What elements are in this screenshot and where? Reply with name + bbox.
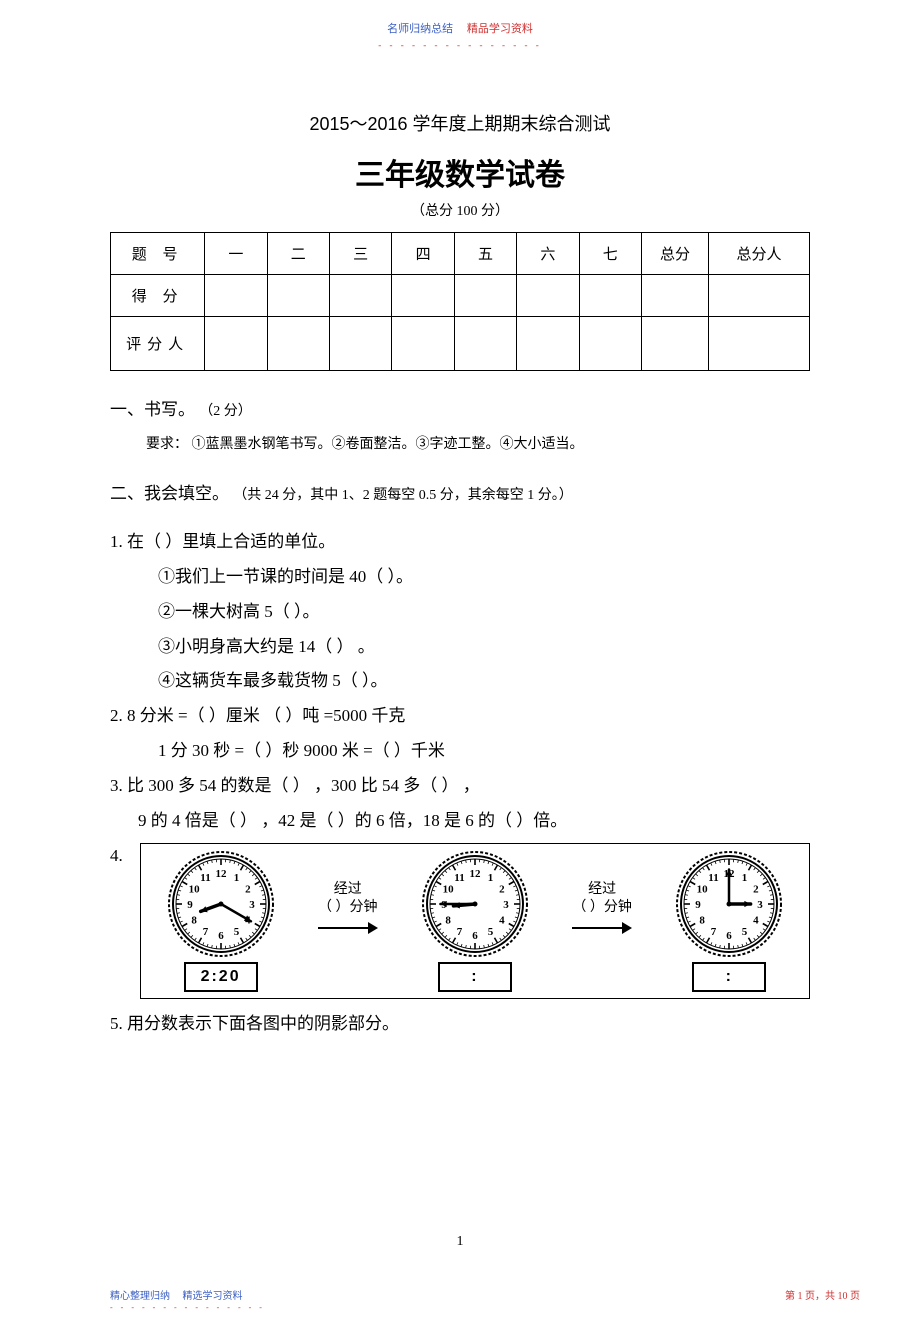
- arrow-1-min: （ ）分钟: [318, 896, 378, 916]
- sec1-points: （2 分）: [199, 404, 252, 419]
- svg-text:11: 11: [200, 872, 210, 884]
- q2-b: 1 分 30 秒 =（ ）秒 9000 米 =（ ）千米: [110, 734, 810, 769]
- th-6: 六: [517, 233, 579, 275]
- sec1-req: 要求： ①蓝黑墨水钢笔书写。②卷面整洁。③字迹工整。④大小适当。: [110, 431, 810, 459]
- row2-label: 得 分: [111, 275, 205, 317]
- q1-a: ①我们上一节课的时间是 40（ ）。: [110, 560, 810, 595]
- q3-b: 9 的 4 倍是（ ） ，42 是（ ）的 6 倍，18 是 6 的（ ）倍。: [110, 804, 810, 839]
- svg-text:12: 12: [469, 868, 481, 880]
- svg-text:1: 1: [233, 872, 239, 884]
- q3-a: 3. 比 300 多 54 的数是（ ） ，300 比 54 多（ ） ，: [110, 769, 810, 804]
- sub-title: （总分 100 分）: [110, 200, 810, 220]
- th-1: 一: [205, 233, 267, 275]
- th-total: 总分: [642, 233, 709, 275]
- time-box-3: :: [692, 962, 766, 992]
- svg-text:8: 8: [700, 914, 706, 926]
- row3-label: 评分人: [111, 317, 205, 371]
- clock-1: 123456789101112: [167, 850, 275, 958]
- th-2: 二: [267, 233, 329, 275]
- svg-text:4: 4: [753, 914, 759, 926]
- arrow-2: 经过 （ ）分钟: [572, 878, 632, 936]
- sec2-title: 二、我会填空。: [110, 484, 229, 503]
- svg-text:6: 6: [472, 930, 478, 942]
- svg-text:9: 9: [187, 899, 193, 911]
- clock-1-group: 123456789101112 2:20: [167, 850, 275, 992]
- svg-text:5: 5: [233, 925, 239, 937]
- header-dotted: - - - - - - - - - - - - - - -: [110, 40, 810, 50]
- svg-text:2: 2: [499, 883, 505, 895]
- q1-c: ③小明身高大约是 14（ ） 。: [110, 630, 810, 665]
- arrow-1-pass: 经过: [334, 878, 362, 898]
- svg-text:5: 5: [742, 925, 748, 937]
- footer-right: 第 1 页，共 10 页: [785, 1287, 860, 1302]
- score-header-row: 题 号 一 二 三 四 五 六 七 总分 总分人: [111, 233, 810, 275]
- title-line: 2015～2016 学年度上期期末综合测试: [110, 110, 810, 136]
- q2-a: 2. 8 分米 =（ ）厘米 （ ）吨 =5000 千克: [110, 699, 810, 734]
- svg-text:3: 3: [249, 899, 255, 911]
- clock-3-group: 123456789101112 :: [675, 850, 783, 992]
- header-left: 名师归纳总结: [387, 23, 453, 35]
- clock-2: 123456789101112: [421, 850, 529, 958]
- section-2: 二、我会填空。 （共 24 分，其中 1、2 题每空 0.5 分，其余每空 1 …: [110, 477, 810, 511]
- clocks-container: 123456789101112 2:20 经过 （ ）分钟 1234567891…: [140, 843, 810, 999]
- svg-text:2: 2: [245, 883, 251, 895]
- q1-b: ②一棵大树高 5（ ）。: [110, 595, 810, 630]
- q4-label: 4.: [110, 839, 140, 874]
- footer-left: 精心整理归纳 精选学习资料: [110, 1287, 243, 1302]
- th-person: 总分人: [708, 233, 809, 275]
- svg-text:9: 9: [696, 899, 702, 911]
- svg-text:11: 11: [709, 872, 719, 884]
- svg-text:5: 5: [488, 925, 494, 937]
- svg-text:2: 2: [753, 883, 759, 895]
- arrow-2-min: （ ）分钟: [572, 896, 632, 916]
- svg-text:3: 3: [758, 899, 764, 911]
- th-5: 五: [454, 233, 516, 275]
- footer-left-b: 精选学习资料: [183, 1291, 243, 1302]
- sec1-title: 一、书写。: [110, 400, 195, 419]
- svg-text:8: 8: [191, 914, 197, 926]
- svg-text:7: 7: [711, 925, 717, 937]
- th-label: 题 号: [111, 233, 205, 275]
- main-title: 三年级数学试卷: [110, 150, 810, 194]
- q1-stem: 1. 在（ ）里填上合适的单位。: [110, 525, 810, 560]
- time-box-1: 2:20: [184, 962, 258, 992]
- svg-text:7: 7: [202, 925, 208, 937]
- svg-text:1: 1: [488, 872, 494, 884]
- time-box-2: :: [438, 962, 512, 992]
- svg-text:3: 3: [503, 899, 509, 911]
- page-number: 1: [0, 1234, 920, 1250]
- score-table: 题 号 一 二 三 四 五 六 七 总分 总分人 得 分 评分人: [110, 232, 810, 371]
- footer-dotted: - - - - - - - - - - - - - - -: [110, 1303, 265, 1312]
- clock-3: 123456789101112: [675, 850, 783, 958]
- header-right: 精品学习资料: [467, 23, 533, 35]
- score-row-3: 评分人: [111, 317, 810, 371]
- th-7: 七: [579, 233, 641, 275]
- doc-header: 名师归纳总结 精品学习资料: [110, 20, 810, 36]
- sec2-points: （共 24 分，其中 1、2 题每空 0.5 分，其余每空 1 分。）: [233, 488, 573, 503]
- score-row-2: 得 分: [111, 275, 810, 317]
- section-1: 一、书写。 （2 分）: [110, 393, 810, 427]
- svg-text:6: 6: [218, 930, 224, 942]
- footer: 精心整理归纳 精选学习资料 第 1 页，共 10 页: [110, 1287, 860, 1302]
- svg-text:12: 12: [215, 868, 227, 880]
- svg-text:10: 10: [697, 883, 709, 895]
- th-3: 三: [329, 233, 391, 275]
- svg-text:1: 1: [742, 872, 748, 884]
- q5: 5. 用分数表示下面各图中的阴影部分。: [110, 1007, 810, 1042]
- svg-text:8: 8: [445, 914, 451, 926]
- svg-text:11: 11: [454, 872, 464, 884]
- svg-text:10: 10: [443, 883, 455, 895]
- svg-text:7: 7: [457, 925, 463, 937]
- q1-d: ④这辆货车最多载货物 5（ ）。: [110, 664, 810, 699]
- th-4: 四: [392, 233, 454, 275]
- arrow-2-icon: [572, 920, 632, 936]
- svg-text:6: 6: [727, 930, 733, 942]
- clock-2-group: 123456789101112 :: [421, 850, 529, 992]
- arrow-1-icon: [318, 920, 378, 936]
- arrow-1: 经过 （ ）分钟: [318, 878, 378, 936]
- svg-text:4: 4: [499, 914, 505, 926]
- svg-text:10: 10: [188, 883, 200, 895]
- arrow-2-pass: 经过: [588, 878, 616, 898]
- footer-left-a: 精心整理归纳: [110, 1291, 170, 1302]
